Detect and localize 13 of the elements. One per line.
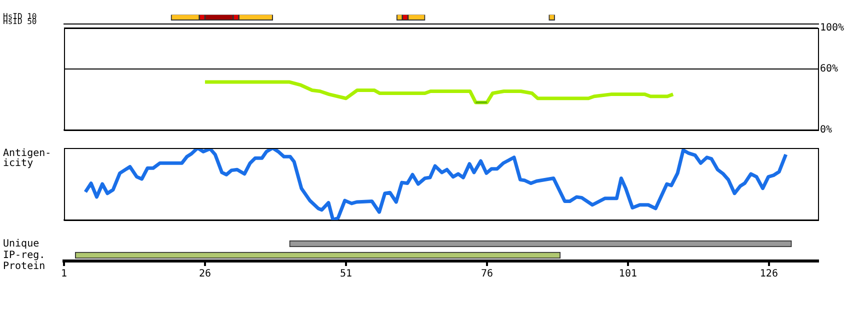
x-tick-label: 76 (480, 268, 493, 280)
x-tick-label: 126 (760, 268, 778, 280)
y-tick-label: 100% (820, 22, 844, 34)
x-tick-label: 26 (198, 268, 212, 280)
y-tick-label: 60% (820, 63, 838, 74)
x-tick-label: 51 (340, 268, 352, 280)
y-tick-label: IP-reg. (3, 250, 46, 261)
y-tick-label: Unique (3, 238, 40, 250)
y-tick-label: 0% (820, 124, 832, 136)
x-axis-title: Protein (3, 261, 46, 272)
y-axis-title: Antigen- icity (3, 148, 52, 169)
x-tick-label: 101 (618, 268, 637, 280)
x-tick-label: 1 (60, 268, 68, 280)
